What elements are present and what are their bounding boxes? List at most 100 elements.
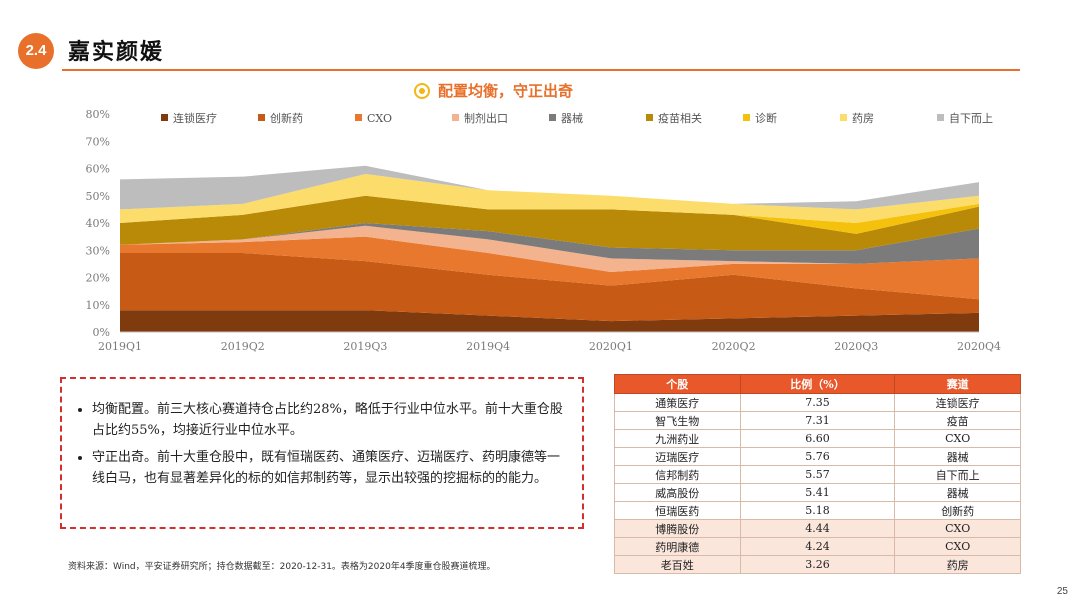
area-series-4 [120,223,979,264]
notes-box: 均衡配置。前三大核心赛道持仓占比约28%，略低于行业中位水平。前十大重仓股占比约… [60,377,584,529]
table-row: 药明康德 4.24 CXO [614,537,1021,556]
table-row: 恒瑞医药 5.18 创新药 [614,501,1021,520]
table-row: 信邦制药 5.57 自下而上 [614,465,1021,484]
cell-ratio: 3.26 [739,555,896,574]
cell-ratio: 5.57 [739,465,896,484]
cell-stock: 恒瑞医药 [614,501,741,520]
legend-label: 诊断 [755,111,777,125]
cell-track: CXO [894,429,1021,448]
x-tick-label: 2020Q2 [712,340,756,353]
legend-label: 创新药 [270,111,303,125]
cell-track: 连锁医疗 [894,393,1021,412]
cell-stock: 博腾股份 [614,519,741,538]
cell-ratio: 7.35 [739,393,896,412]
cell-track: CXO [894,537,1021,556]
legend-label: CXO [367,112,392,125]
table-row: 九洲药业 6.60 CXO [614,429,1021,448]
holdings-table: 个股 比例（%） 赛道 通策医疗 7.35 连锁医疗 智飞生物 7.31 疫苗 九洲药业 6.… [614,374,1021,574]
legend-swatch [937,114,944,121]
area-series-0 [120,310,979,332]
note-balanced: 均衡配置。前三大核心赛道持仓占比约28%，略低于行业中位水平。前十大重仓股占比约… [92,399,570,441]
chart-title: 配置均衡，守正出奇 [414,80,573,101]
y-tick-label: 10% [86,299,110,312]
x-tick-label: 2019Q1 [98,340,142,353]
cell-ratio: 5.18 [739,501,896,520]
y-tick-label: 20% [86,272,110,285]
cell-ratio: 6.60 [739,429,896,448]
col-header-track: 赛道 [894,374,1021,394]
table-row: 迈瑞医疗 5.76 器械 [614,447,1021,466]
area-series-3 [120,225,979,273]
cell-ratio: 7.31 [739,411,896,430]
area-series-1 [120,252,979,322]
cell-track: CXO [894,519,1021,538]
area-series-7 [120,173,979,223]
area-series-2 [120,236,979,300]
area-series-5 [120,195,979,251]
cell-stock: 威高股份 [614,483,741,502]
cell-track: 疫苗 [894,411,1021,430]
stacked-area-chart: 0% 10% 20% 30% 40% 50% 60% 70% 80% 2019Q1 2019Q2 20… [86,108,1001,353]
title-divider [62,69,1020,71]
cell-stock: 迈瑞医疗 [614,447,741,466]
legend-swatch [161,114,168,121]
y-tick-label: 30% [86,244,110,257]
cell-ratio: 4.44 [739,519,896,538]
y-tick-label: 70% [86,135,110,148]
legend-swatch [452,114,459,121]
legend-swatch [646,114,653,121]
cell-stock: 通策医疗 [614,393,741,412]
table-row: 智飞生物 7.31 疫苗 [614,411,1021,430]
table-row: 博腾股份 4.44 CXO [614,519,1021,538]
target-icon [414,82,430,99]
x-tick-label: 2020Q1 [589,340,633,353]
legend-label: 疫苗相关 [658,111,702,125]
legend-swatch [355,114,362,121]
y-tick-label: 80% [86,108,110,121]
table-header-row: 个股 比例（%） 赛道 [614,374,1021,394]
cell-stock: 智飞生物 [614,411,741,430]
chart-title-text: 配置均衡，守正出奇 [438,82,574,100]
cell-track: 器械 [894,483,1021,502]
x-tick-label: 2019Q3 [343,340,387,353]
cell-ratio: 5.41 [739,483,896,502]
table-row: 威高股份 5.41 器械 [614,483,1021,502]
note-unconventional: 守正出奇。前十大重仓股中，既有恒瑞医药、通策医疗、迈瑞医疗、药明康德等一线白马，… [92,447,570,489]
cell-stock: 九洲药业 [614,429,741,448]
page-title: 嘉实颜媛 [68,39,165,65]
section-number-badge: 2.4 [18,33,54,69]
y-tick-label: 0% [93,326,110,339]
legend-swatch [549,114,556,121]
legend-label: 制剂出口 [464,111,508,125]
y-tick-label: 50% [86,190,110,203]
legend-swatch [258,114,265,121]
x-tick-label: 2020Q3 [834,340,878,353]
legend-label: 药房 [852,112,874,125]
cell-stock: 老百姓 [614,555,741,574]
legend-label: 自下而上 [949,112,993,125]
cell-stock: 药明康德 [614,537,741,556]
col-header-ratio: 比例（%） [739,374,896,394]
y-tick-label: 40% [86,217,110,230]
legend-label: 器械 [561,111,583,125]
table-row: 老百姓 3.26 药房 [614,555,1021,574]
legend-label: 连锁医疗 [173,111,217,125]
cell-stock: 信邦制药 [614,465,741,484]
cell-track: 创新药 [894,501,1021,520]
cell-ratio: 5.76 [739,447,896,466]
legend-swatch [840,114,847,121]
x-tick-label: 2020Q4 [957,340,1001,353]
y-tick-label: 60% [86,163,110,176]
col-header-stock: 个股 [614,374,741,394]
area-series-8 [120,165,979,210]
table-row: 通策医疗 7.35 连锁医疗 [614,393,1021,412]
x-tick-label: 2019Q4 [466,340,510,353]
cell-track: 器械 [894,447,1021,466]
page-number: 25 [1056,586,1068,597]
legend-swatch [743,114,750,121]
source-note: 资料来源：Wind，平安证券研究所；持仓数据截至：2020-12-31。表格为2… [68,562,496,572]
x-tick-label: 2019Q2 [221,340,265,353]
cell-ratio: 4.24 [739,537,896,556]
cell-track: 自下而上 [894,465,1021,484]
cell-track: 药房 [894,555,1021,574]
